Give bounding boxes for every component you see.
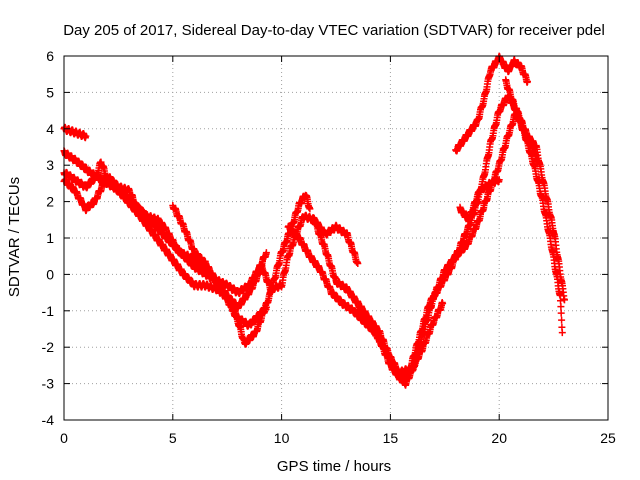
- data-points: [60, 52, 568, 389]
- x-tick-label: 25: [600, 430, 616, 446]
- y-tick-label: 0: [46, 266, 54, 282]
- data-point: [561, 296, 568, 304]
- track-points: [60, 123, 90, 142]
- track-points: [502, 76, 542, 166]
- data-point: [306, 205, 314, 213]
- track-points: [310, 214, 362, 267]
- track-points: [60, 92, 566, 378]
- data-point: [558, 329, 566, 337]
- y-tick-label: 5: [46, 84, 54, 100]
- data-point: [558, 316, 566, 324]
- track-points: [60, 158, 314, 348]
- data-point: [262, 249, 270, 257]
- x-axis-title: GPS time / hours: [277, 458, 391, 475]
- y-tick-label: 4: [46, 121, 54, 137]
- chart-title: Day 205 of 2017, Sidereal Day-to-day VTE…: [63, 22, 605, 39]
- axis-ticks: 0 5 10 15 20 25 -4 -3 -2 -1 0 1 2 3 4 5 6: [42, 48, 616, 446]
- grid: [64, 56, 608, 420]
- y-axis-title: SDTVAR / TECUs: [6, 177, 23, 297]
- y-tick-label: -4: [42, 412, 55, 428]
- x-tick-label: 20: [491, 430, 507, 446]
- y-tick-label: 2: [46, 194, 54, 210]
- y-tick-label: 3: [46, 157, 54, 173]
- y-tick-label: -1: [42, 303, 55, 319]
- data-point: [557, 297, 564, 305]
- x-tick-label: 5: [169, 430, 177, 446]
- y-tick-label: -3: [42, 376, 55, 392]
- data-point: [82, 132, 90, 140]
- data-point: [557, 309, 565, 317]
- y-tick-label: 1: [46, 230, 54, 246]
- data-point: [262, 303, 270, 311]
- x-tick-label: 15: [383, 430, 399, 446]
- y-tick-label: -2: [42, 339, 55, 355]
- y-tick-label: 6: [46, 48, 54, 64]
- x-tick-label: 0: [60, 430, 68, 446]
- data-point: [557, 303, 565, 311]
- x-tick-label: 10: [274, 430, 290, 446]
- track-points: [169, 202, 270, 330]
